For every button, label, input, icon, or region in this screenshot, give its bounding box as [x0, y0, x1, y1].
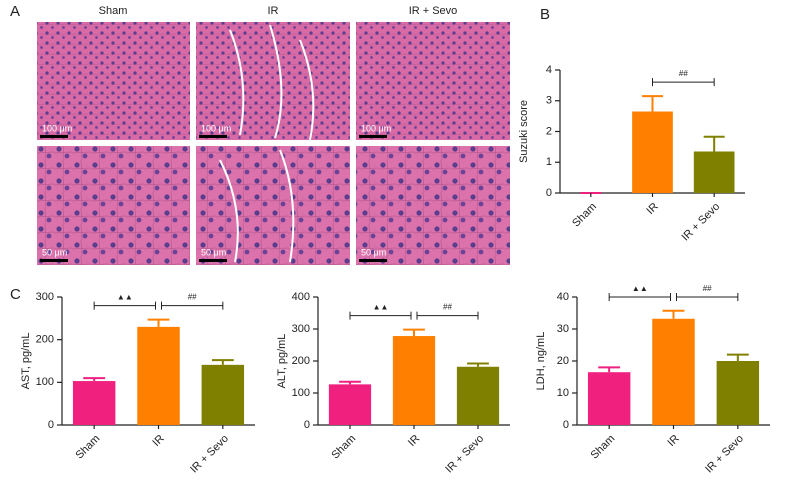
- column-label: Sham: [99, 5, 128, 17]
- bar: [392, 336, 436, 425]
- y-tick-label: 300: [36, 291, 54, 303]
- image: [37, 146, 190, 265]
- bar: [137, 326, 180, 425]
- significance-bracket: [161, 301, 224, 310]
- x-tick-label: IR: [644, 201, 660, 217]
- y-tick-label: 10: [557, 387, 569, 399]
- y-tick-label: 1: [546, 156, 552, 168]
- significance-label: ##: [703, 284, 712, 293]
- x-tick-label: IR: [150, 433, 166, 449]
- image: [196, 22, 350, 140]
- bar: [716, 361, 760, 425]
- x-tick-label: Sham: [570, 201, 599, 230]
- image: [196, 146, 350, 265]
- y-tick-label: 0: [546, 187, 552, 199]
- y-tick-label: 100: [292, 387, 310, 399]
- scale-bar-label: 50 μm: [42, 247, 67, 257]
- x-tick-label: Sham: [74, 433, 103, 462]
- x-tick-label: IR + Sevo: [679, 201, 722, 244]
- significance-bracket: [676, 293, 739, 301]
- y-tick-label: 0: [48, 419, 54, 431]
- y-axis-label: Suzuki score: [518, 100, 530, 163]
- y-axis-label: AST, pg/mL: [20, 333, 32, 390]
- significance-bracket: [93, 301, 156, 310]
- x-tick-label: Sham: [329, 433, 358, 462]
- x-tick-label: IR: [665, 433, 681, 449]
- y-tick-label: 300: [292, 323, 310, 335]
- column-label: IR: [268, 5, 279, 17]
- x-tick-label: IR: [406, 433, 422, 449]
- scale-bar-label: 50 μm: [361, 247, 386, 257]
- histology-images: [37, 22, 510, 265]
- y-tick-label: 100: [36, 376, 54, 388]
- significance-bracket: [652, 78, 715, 87]
- image: [37, 22, 190, 140]
- y-axis-label: ALT, pg/mL: [276, 334, 288, 389]
- bar: [652, 318, 695, 425]
- significance-bracket: [416, 311, 479, 320]
- x-tick-label: IR + Sevo: [188, 433, 231, 476]
- y-axis-label: LDH, ng/mL: [535, 332, 547, 391]
- y-tick-label: 2: [546, 125, 552, 137]
- significance-bracket: [608, 293, 671, 301]
- significance-label: ▲▲: [373, 303, 389, 312]
- significance-bracket: [349, 311, 412, 320]
- x-tick-label: IR + Sevo: [703, 433, 746, 476]
- scale-bar-label: 100 μm: [201, 123, 231, 133]
- y-tick-label: 200: [292, 355, 310, 367]
- significance-label: ##: [188, 293, 197, 302]
- significance-label: ##: [443, 303, 452, 312]
- y-tick-label: 4: [546, 64, 552, 76]
- y-tick-label: 3: [546, 95, 552, 107]
- y-tick-label: 0: [563, 419, 569, 431]
- panel-label: C: [10, 286, 21, 303]
- image: [356, 22, 510, 140]
- scale-bars: [40, 135, 387, 262]
- bar: [456, 366, 500, 425]
- significance-label: ▲▲: [632, 284, 648, 293]
- significance-label: ▲▲: [117, 293, 133, 302]
- significance-label: ##: [679, 69, 688, 78]
- x-tick-label: IR + Sevo: [443, 433, 486, 476]
- bar: [632, 111, 673, 193]
- y-tick-label: 0: [304, 419, 310, 431]
- bar: [587, 372, 631, 425]
- bar: [201, 364, 245, 425]
- bar: [693, 151, 735, 193]
- scale-bar-label: 100 μm: [361, 123, 391, 133]
- scale-bar-label: 100 μm: [42, 123, 72, 133]
- y-tick-label: 400: [292, 291, 310, 303]
- scale-bar-label: 50 μm: [201, 247, 226, 257]
- x-tick-label: Sham: [589, 433, 618, 462]
- panel-label: B: [540, 6, 550, 23]
- image: [356, 146, 510, 265]
- y-tick-label: 20: [557, 355, 569, 367]
- column-label: IR + Sevo: [409, 5, 458, 17]
- bar: [328, 384, 372, 425]
- bar: [72, 381, 116, 425]
- y-tick-label: 30: [557, 323, 569, 335]
- panel-label: A: [10, 3, 20, 20]
- y-tick-label: 40: [557, 291, 569, 303]
- y-tick-label: 200: [36, 334, 54, 346]
